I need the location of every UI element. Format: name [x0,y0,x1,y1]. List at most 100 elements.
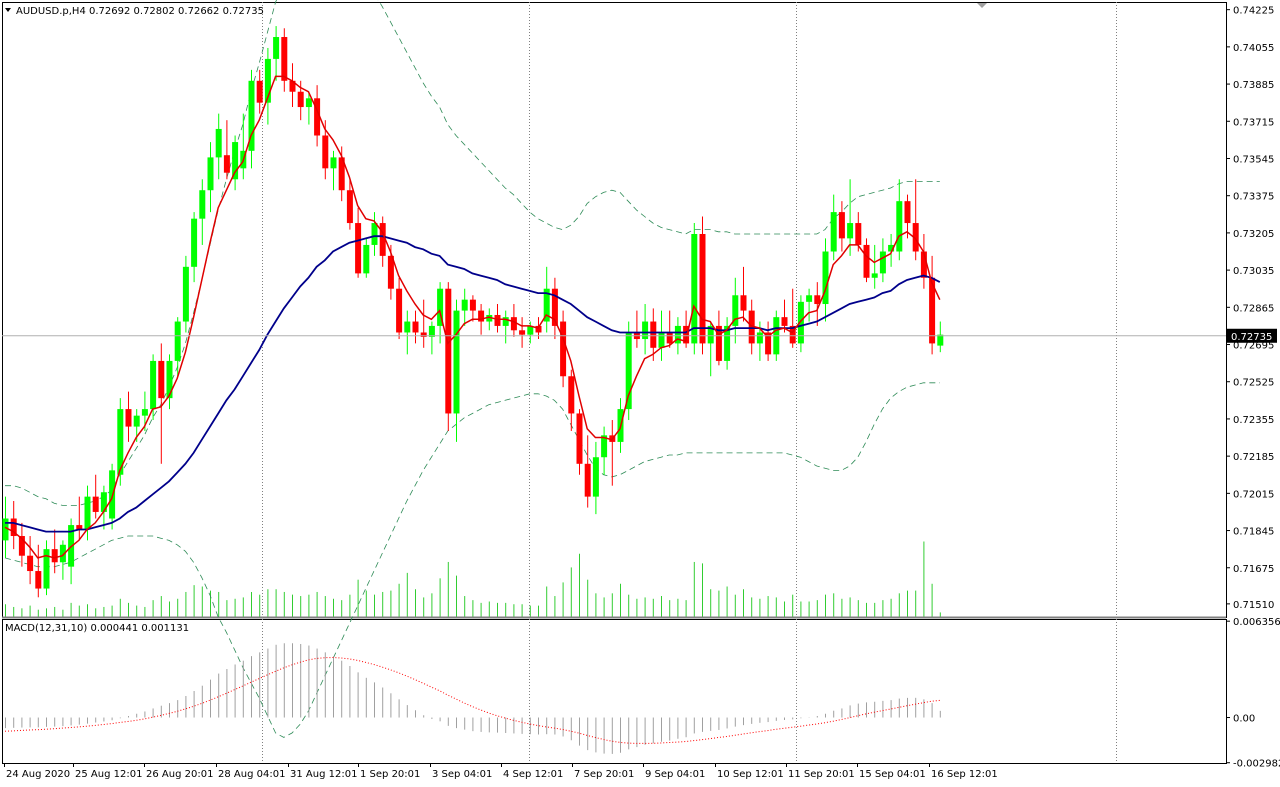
grid-lines [262,2,1117,763]
macd-y-tick-label: -0.002982 [1233,759,1280,770]
candle-bull [658,332,665,348]
current-price-label: 0.72735 [1231,332,1272,343]
candle-bull [461,299,468,311]
x-tick-label: 16 Sep 12:01 [931,769,998,780]
candle-bear [420,332,427,337]
candle-bull [207,157,214,191]
candle-bear [27,555,34,572]
candle-bear [92,496,99,512]
candle-bull [2,518,9,541]
candle-bull [724,325,731,361]
candle-bear [781,317,788,326]
y-tick-label: 0.74225 [1233,6,1274,17]
candle-bull [166,360,173,399]
candle-bear [748,310,755,344]
candle-bear [297,91,304,108]
candle-bull [888,244,895,252]
candle-bear [223,155,230,173]
x-tick-label: 11 Sep 20:01 [788,769,855,780]
candle-bear [560,321,567,377]
candle-bear [76,525,83,530]
moving-averages [4,75,941,559]
x-tick-label: 10 Sep 12:01 [717,769,784,780]
chevron-down-icon[interactable] [5,8,11,12]
candle-bear [322,135,329,169]
candle-bear [666,332,673,344]
candle-bear [289,80,296,92]
macd-y-tick-label: 0.006356 [1233,617,1280,628]
candle-bear [568,376,575,414]
candle-bull [896,201,903,252]
y-tick-label: 0.72355 [1233,415,1274,426]
fast-moving-average-line [4,75,941,559]
candle-bull [822,251,829,305]
chart-header: AUDUSD.p,H4 0.72692 0.72802 0.72662 0.72… [5,6,264,17]
y-tick-label: 0.73035 [1233,266,1274,277]
candle-bear [494,314,501,326]
y-tick-label: 0.73715 [1233,117,1274,128]
candle-bull [330,157,337,169]
candle-bull [59,544,66,563]
candle-bear [535,325,542,333]
candle-bull [437,288,444,326]
y-tick-label: 0.72695 [1233,341,1274,352]
y-tick-label: 0.71510 [1233,600,1274,611]
x-tick-label: 15 Sep 04:01 [859,769,926,780]
y-tick-label: 0.73205 [1233,229,1274,240]
candle-bull [182,266,189,322]
candle-bear [281,37,288,81]
macd-frame [2,619,1227,764]
candle-bull [543,288,550,322]
candle-bull [264,58,271,103]
candle-bear [863,244,870,278]
candle-bear [387,255,394,289]
candle-bear [576,413,583,464]
candle-bear [10,518,17,537]
candle-bull [674,325,681,344]
candle-bear [519,330,526,335]
candle-bull [879,251,886,274]
x-tick-label: 31 Aug 12:01 [290,769,357,780]
y-tick-label: 0.74055 [1233,43,1274,54]
candle-bear [355,223,362,274]
candle-bull [305,98,312,108]
shift-marker-icon[interactable] [977,3,987,8]
macd-signal-line [4,656,940,744]
candle-bear [412,321,419,333]
x-tick-label: 26 Aug 20:01 [146,769,213,780]
candle-bull [133,415,140,427]
candle-bear [904,201,911,224]
candle-bear [510,317,517,331]
candle-bear [699,233,706,344]
candle-bear [855,223,862,245]
candle-bear [158,360,165,399]
candle-bull [199,190,206,219]
x-tick-label: 24 Aug 2020 [6,769,70,780]
candle-bull [404,321,411,333]
candle-bull [937,334,944,346]
candle-bull [273,37,280,59]
macd-info-text: MACD(12,31,10) 0.000441 0.001131 [5,623,189,634]
candle-bull [428,325,435,337]
symbol-info-text: AUDUSD.p,H4 0.72692 0.72802 0.72662 0.72… [16,6,264,17]
candle-bear [740,295,747,311]
candle-bull [642,321,649,340]
lower-band-line [4,382,940,738]
candle-bear [338,157,345,191]
candle-bear [51,549,58,563]
candle-bear [478,310,485,322]
y-tick-label: 0.72865 [1233,303,1274,314]
candle-bear [765,332,772,355]
candle-bull [756,332,763,344]
candle-bear [469,299,476,311]
candle-bear [35,571,42,589]
candle-bear [584,463,591,497]
candle-bear [346,190,353,224]
price-axes: 0.74225 0.74055 0.73885 0.73715 0.73545 0.733… [1226,6,1277,611]
candle-bull [363,244,370,274]
candle-bull [502,317,509,326]
x-tick-label: 4 Sep 12:01 [503,769,563,780]
y-tick-label: 0.71845 [1233,527,1274,538]
